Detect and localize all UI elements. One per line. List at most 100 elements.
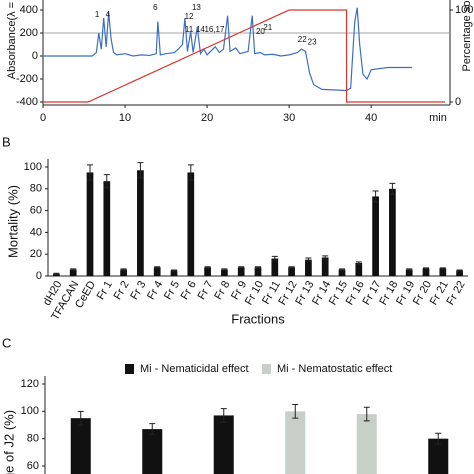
y-tick-label: -200 <box>16 73 38 85</box>
peak-label: 14 <box>196 25 205 34</box>
bar <box>372 196 379 276</box>
bar <box>305 259 312 276</box>
error-bar <box>271 255 278 262</box>
legend-label: Mi - Nematicidal effect <box>140 363 249 375</box>
error-bar <box>292 404 299 419</box>
bar <box>355 262 363 276</box>
y-tick-label: 60 <box>27 460 39 472</box>
error-bar <box>372 190 379 203</box>
bar <box>321 257 329 276</box>
bar <box>70 418 91 474</box>
bar <box>153 267 161 276</box>
error-bar <box>137 162 144 179</box>
peak-label: 21 <box>263 23 272 32</box>
error-bar <box>322 255 329 260</box>
bar <box>86 172 94 276</box>
error-bar <box>53 272 60 275</box>
error-bar <box>355 261 362 265</box>
bar <box>356 414 377 474</box>
x-tick-label: Fr 7 <box>196 279 216 302</box>
error-bar <box>221 268 228 271</box>
error-bar <box>389 182 396 195</box>
x-tick-label: Fr 1 <box>95 279 115 302</box>
peak-label: 4 <box>106 10 111 19</box>
x-tick-label: 10 <box>119 112 131 124</box>
bar <box>221 269 228 276</box>
error-bar <box>154 266 161 269</box>
bar <box>456 270 463 276</box>
x-tick-label: Fr 3 <box>128 279 148 302</box>
bar <box>338 269 346 276</box>
error-bar <box>423 267 429 270</box>
y-tick-label: 0 <box>32 50 38 62</box>
bar <box>237 267 245 276</box>
peak-label: 11 <box>185 25 194 34</box>
x-tick-label: Fr 8 <box>212 279 232 302</box>
error-bar <box>406 268 413 271</box>
panel-label: B <box>2 134 11 149</box>
x-tick-label: Fr 6 <box>179 279 199 302</box>
bar <box>254 267 262 276</box>
bar <box>142 429 163 474</box>
bar <box>120 269 127 276</box>
peak-label: 12 <box>185 12 194 21</box>
bar <box>389 188 396 276</box>
y-tick-label: 200 <box>20 27 38 39</box>
error-bar <box>204 266 211 269</box>
error-bar <box>120 268 127 271</box>
error-bar <box>187 164 194 181</box>
bar <box>271 258 279 276</box>
legend-swatch <box>262 364 271 374</box>
error-bar <box>339 268 345 271</box>
y-tick-label: 80 <box>27 433 39 445</box>
x-axis-label: Fractions <box>231 311 285 326</box>
y-tick-label: 100 <box>21 405 39 417</box>
peak-label: 1 <box>95 10 100 19</box>
error-bar <box>363 406 370 422</box>
peak-label: 13 <box>192 3 201 12</box>
y-tick-label: 60 <box>30 205 42 217</box>
legend-swatch <box>125 364 134 374</box>
peak-label: 22 <box>298 35 307 44</box>
bar <box>439 268 447 276</box>
error-bar <box>456 269 463 272</box>
error-bar <box>435 432 442 445</box>
panel-label: C <box>2 335 11 350</box>
bar <box>103 181 111 276</box>
peak-label: 20 <box>256 27 265 36</box>
error-bar <box>149 423 156 436</box>
bar <box>53 273 60 276</box>
peak-label: 23 <box>308 37 317 46</box>
y-tick-label: 120 <box>21 378 39 390</box>
bar <box>428 438 449 474</box>
error-bar <box>288 266 295 269</box>
y-axis-label: ge of J2 (%) <box>1 410 16 474</box>
bar <box>69 269 77 276</box>
y-tick-label: 20 <box>30 248 42 260</box>
bar <box>288 267 295 276</box>
legend-label: Mi - Nematostatic effect <box>277 363 392 375</box>
y-axis-label: Mortality (%) <box>5 185 20 258</box>
y-axis-label: Absorbance(λ = 2 <box>6 0 18 79</box>
y2-tick-label: 0 <box>455 96 461 108</box>
bar <box>405 269 413 276</box>
y-tick-label: -400 <box>16 96 38 108</box>
bar <box>204 267 211 276</box>
x-tick-label: 20 <box>201 112 213 124</box>
error-bar <box>87 164 93 181</box>
x-tick-label: 40 <box>365 112 377 124</box>
y-tick-label: 0 <box>36 270 42 282</box>
x-tick-label: 0 <box>40 112 46 124</box>
y-tick-label: 100 <box>24 161 42 173</box>
x-tick-label: Fr 22 <box>444 279 467 307</box>
y-tick-label: 40 <box>30 226 42 238</box>
error-bar <box>255 266 261 269</box>
error-bar <box>220 408 227 423</box>
x-tick-label: Fr 5 <box>162 279 182 302</box>
series-line <box>43 7 413 92</box>
error-bar <box>238 266 245 269</box>
y2-axis-label: Percentage so <box>461 1 473 72</box>
error-bar <box>439 267 446 270</box>
error-bar <box>171 269 177 272</box>
